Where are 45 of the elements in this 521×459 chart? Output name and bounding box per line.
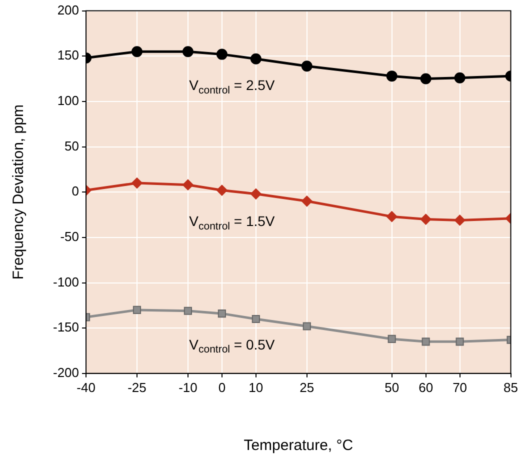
- point: [184, 306, 192, 315]
- y-axis-title: Frequency Deviation, ppm: [10, 104, 28, 280]
- point: [301, 196, 312, 207]
- y-tick-label: 200: [57, 2, 80, 18]
- x-tick-label: 60: [418, 380, 434, 395]
- point: [131, 178, 142, 189]
- point: [420, 73, 432, 84]
- point: [252, 314, 260, 324]
- point: [250, 188, 262, 200]
- point: [454, 72, 466, 84]
- x-axis-title: Temperature, °C: [244, 437, 354, 454]
- x-tick-label: -25: [128, 380, 146, 395]
- y-tick-label: 100: [57, 93, 80, 108]
- point: [388, 334, 396, 343]
- y-tick-label: 50: [64, 138, 80, 154]
- x-tick-label: 0: [218, 380, 226, 395]
- point: [456, 338, 464, 346]
- y-tick-label: -200: [52, 364, 80, 380]
- y-tick-label: 0: [72, 184, 80, 199]
- point: [182, 46, 194, 58]
- y-tick-label: -100: [52, 274, 80, 290]
- point: [301, 60, 312, 72]
- point: [182, 179, 194, 190]
- point: [218, 310, 226, 318]
- point: [216, 184, 228, 196]
- y-tick-label: -150: [52, 320, 80, 335]
- point: [454, 214, 466, 226]
- point: [216, 48, 228, 60]
- point: [302, 322, 311, 330]
- x-tick-label: 50: [384, 380, 400, 395]
- x-tick-label: 70: [452, 380, 468, 395]
- point: [132, 306, 142, 314]
- y-tick-label: 150: [57, 48, 80, 63]
- x-tick-label: 25: [300, 380, 314, 395]
- point: [386, 70, 398, 82]
- point: [420, 214, 432, 225]
- x-tick-label: 85: [504, 380, 518, 395]
- point: [131, 46, 142, 58]
- x-tick-label: -10: [178, 380, 198, 395]
- y-tick-label: -50: [60, 229, 80, 244]
- point: [422, 338, 430, 346]
- point: [386, 211, 398, 222]
- x-tick-label: -40: [76, 380, 96, 395]
- point: [250, 53, 262, 64]
- x-tick-label: 10: [248, 380, 264, 395]
